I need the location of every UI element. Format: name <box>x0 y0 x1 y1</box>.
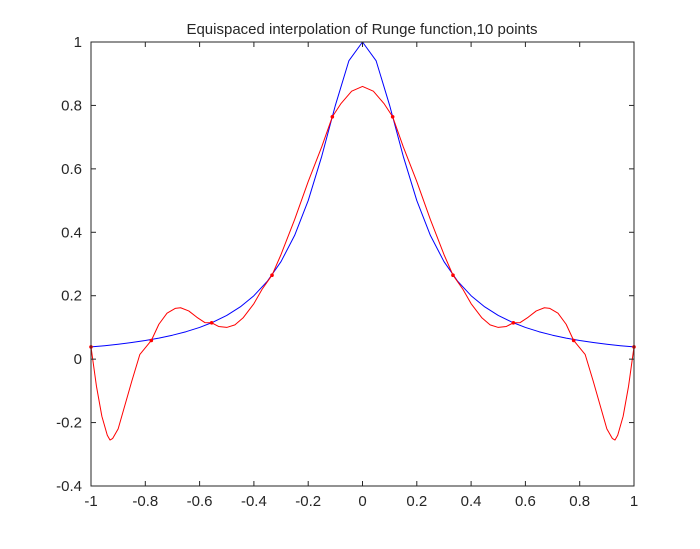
x-tick-label: 0.6 <box>515 493 536 510</box>
plot-area <box>91 42 634 486</box>
x-tick-label: -0.6 <box>187 493 213 510</box>
plot-background <box>91 42 634 486</box>
x-tick-label: -0.2 <box>295 493 321 510</box>
x-tick-label: -1 <box>84 493 97 510</box>
interpolation-node-8 <box>571 338 576 343</box>
interpolation-node-1 <box>149 338 154 343</box>
x-tick-label: -0.8 <box>132 493 158 510</box>
x-tick-label: 0 <box>358 493 366 510</box>
x-tick-label: 0.8 <box>569 493 590 510</box>
x-tick-label: 1 <box>630 493 638 510</box>
axes-layer: -1 -0.8 -0.6 -0.4 -0.2 0 0.2 0.4 0.6 0.8 1 -0.4 -0.2… <box>56 34 638 510</box>
x-tick-label: -0.4 <box>241 493 267 510</box>
y-tick-label: 1 <box>74 34 82 51</box>
y-tick-label: -0.4 <box>56 478 82 495</box>
interpolation-node-5 <box>390 114 395 119</box>
interpolation-node-7 <box>511 320 516 325</box>
interpolation-node-6 <box>451 273 455 277</box>
interpolation-node-4 <box>330 114 335 119</box>
interpolation-node-3 <box>270 273 274 277</box>
x-tick-label: 0.2 <box>406 493 427 510</box>
y-tick-label: 0.2 <box>61 288 82 305</box>
y-tick-label: 0 <box>74 351 82 368</box>
x-tick-label: 0.4 <box>461 493 482 510</box>
y-tick-label: 0.4 <box>61 224 82 241</box>
series-1-line <box>90 85 635 441</box>
y-tick-label: 0.8 <box>61 97 82 114</box>
y-tick-label: 0.6 <box>61 161 82 178</box>
interpolation-node-2 <box>209 320 214 325</box>
chart-title: Equispaced interpolation of Runge functi… <box>186 21 537 38</box>
y-tick-label: -0.2 <box>56 415 82 432</box>
